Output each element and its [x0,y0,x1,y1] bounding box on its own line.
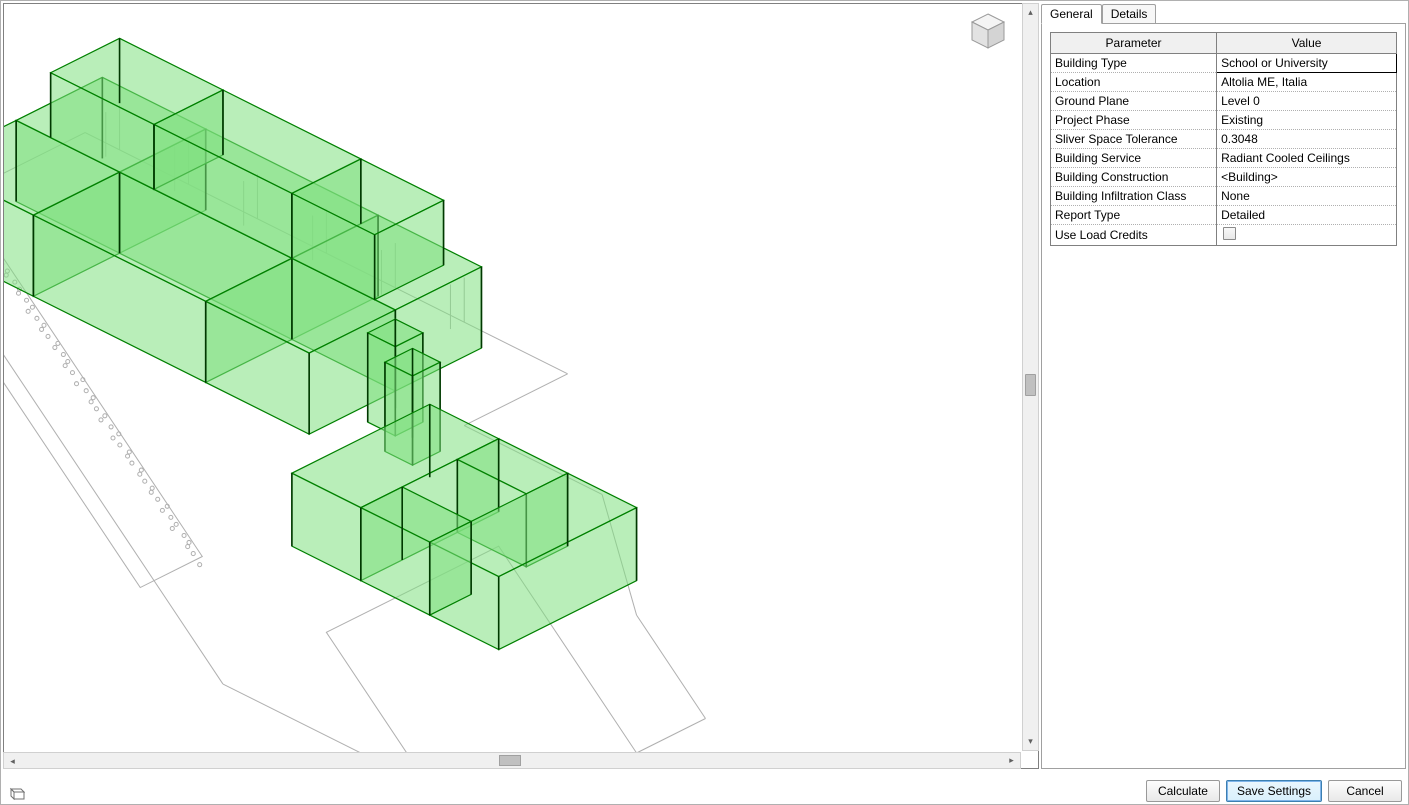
param-name-cell: Building Infiltration Class [1051,187,1217,206]
cancel-button[interactable]: Cancel [1328,780,1402,802]
checkbox[interactable] [1223,227,1236,240]
param-value-cell[interactable]: None [1217,187,1397,206]
tab-details[interactable]: Details [1102,4,1157,24]
tab-general[interactable]: General [1041,4,1102,24]
table-row: Use Load Credits [1051,225,1397,246]
horizontal-scrollbar[interactable]: ◂ ▸ [3,752,1021,769]
param-value-cell[interactable]: 0.3048 [1217,130,1397,149]
table-row: LocationAltolia ME, Italia [1051,73,1397,92]
table-row: Ground PlaneLevel 0 [1051,92,1397,111]
table-row: Building ServiceRadiant Cooled Ceilings [1051,149,1397,168]
scroll-down-icon[interactable]: ▾ [1023,733,1038,750]
param-value-cell[interactable]: Level 0 [1217,92,1397,111]
table-row: Building Infiltration ClassNone [1051,187,1397,206]
properties-panel: General Details Parameter Value Building… [1041,3,1406,769]
param-name-cell: Report Type [1051,206,1217,225]
param-value-cell[interactable]: Altolia ME, Italia [1217,73,1397,92]
param-name-cell: Building Type [1051,54,1217,73]
scroll-left-icon[interactable]: ◂ [4,754,21,769]
param-name-cell: Project Phase [1051,111,1217,130]
vertical-scrollbar[interactable]: ▴ ▾ [1022,3,1039,751]
parameters-table: Parameter Value Building TypeSchool or U… [1050,32,1397,246]
param-name-cell: Use Load Credits [1051,225,1217,246]
table-row: Building TypeSchool or University [1051,54,1397,73]
column-header-parameter[interactable]: Parameter [1051,33,1217,54]
param-name-cell: Ground Plane [1051,92,1217,111]
horizontal-scroll-thumb[interactable] [499,755,521,766]
scroll-up-icon[interactable]: ▴ [1023,4,1038,21]
model-viewport[interactable] [3,3,1039,769]
param-name-cell: Building Service [1051,149,1217,168]
param-value-cell[interactable]: Detailed [1217,206,1397,225]
column-header-value[interactable]: Value [1217,33,1397,54]
table-row: Building Construction<Building> [1051,168,1397,187]
perspective-icon[interactable] [7,786,25,800]
view-cube[interactable] [968,10,1008,50]
scroll-right-icon[interactable]: ▸ [1003,753,1020,768]
param-value-cell[interactable] [1217,225,1397,246]
table-row: Sliver Space Tolerance0.3048 [1051,130,1397,149]
param-value-cell[interactable]: School or University [1217,54,1397,73]
model-drawing [4,4,1038,768]
calculate-button[interactable]: Calculate [1146,780,1220,802]
table-row: Project PhaseExisting [1051,111,1397,130]
param-name-cell: Building Construction [1051,168,1217,187]
vertical-scroll-thumb[interactable] [1025,374,1036,396]
param-value-cell[interactable]: <Building> [1217,168,1397,187]
table-row: Report TypeDetailed [1051,206,1397,225]
param-name-cell: Sliver Space Tolerance [1051,130,1217,149]
param-value-cell[interactable]: Existing [1217,111,1397,130]
param-name-cell: Location [1051,73,1217,92]
param-value-cell[interactable]: Radiant Cooled Ceilings [1217,149,1397,168]
save-settings-button[interactable]: Save Settings [1226,780,1322,802]
